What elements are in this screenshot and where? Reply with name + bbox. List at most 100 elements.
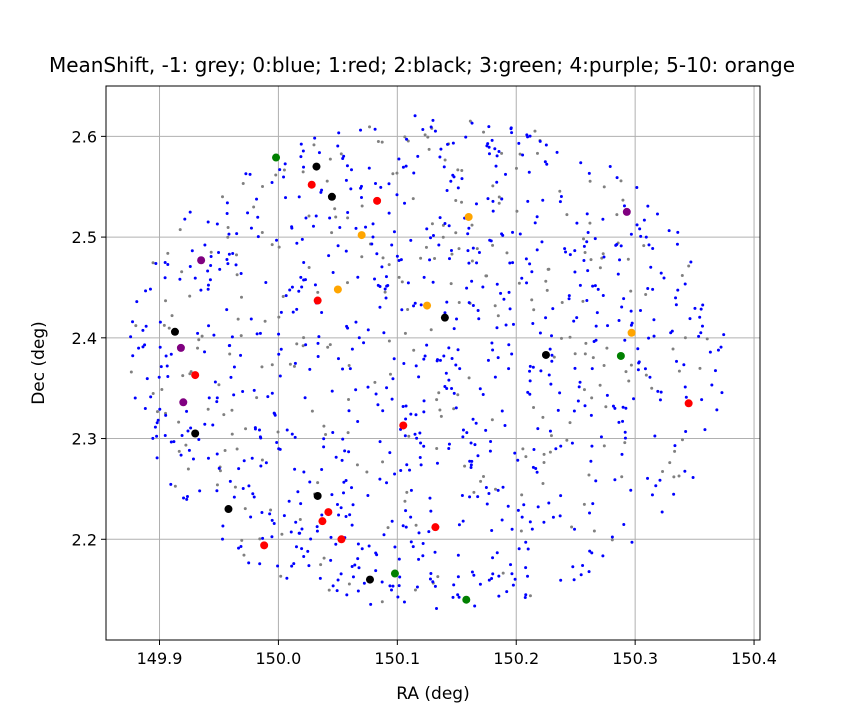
point-blue: [449, 248, 453, 252]
point-blue: [209, 255, 213, 259]
point-blue: [511, 230, 515, 234]
point-blue: [293, 467, 297, 471]
point-grey: [423, 133, 427, 137]
point-blue: [215, 452, 219, 456]
point-blue: [573, 249, 577, 253]
point-blue: [307, 564, 311, 568]
point-blue: [273, 412, 277, 416]
point-blue: [264, 280, 268, 284]
point-blue: [487, 578, 491, 582]
point-blue: [320, 311, 324, 315]
point-red: [191, 371, 200, 380]
point-blue: [618, 258, 622, 262]
point-blue: [277, 332, 281, 336]
point-blue: [347, 450, 351, 454]
point-blue: [382, 331, 386, 335]
point-blue: [605, 393, 609, 397]
point-blue: [239, 544, 243, 548]
point-blue: [458, 367, 462, 371]
point-grey: [518, 152, 522, 156]
point-blue: [674, 303, 678, 307]
point-grey: [457, 247, 461, 251]
point-grey: [493, 487, 497, 491]
point-grey: [277, 245, 281, 249]
point-grey: [334, 215, 338, 219]
point-blue: [528, 392, 532, 396]
point-blue: [279, 347, 283, 351]
point-blue: [615, 176, 619, 180]
point-blue: [520, 276, 524, 280]
point-blue: [447, 257, 451, 261]
point-blue: [169, 440, 173, 444]
point-grey: [436, 575, 440, 579]
point-blue: [316, 354, 320, 358]
point-grey: [170, 314, 174, 318]
point-blue: [197, 438, 201, 442]
point-grey: [457, 300, 461, 304]
point-grey: [405, 490, 409, 494]
point-blue: [456, 348, 460, 352]
point-grey: [222, 413, 226, 417]
point-blue: [495, 326, 499, 330]
point-blue: [507, 290, 511, 294]
point-blue: [156, 418, 160, 422]
point-blue: [495, 551, 499, 555]
point-blue: [456, 593, 460, 597]
series-purple: [176, 207, 631, 407]
point-blue: [215, 396, 219, 400]
point-blue: [354, 388, 358, 392]
point-blue: [437, 243, 441, 247]
point-blue: [300, 547, 304, 551]
point-blue: [376, 403, 380, 407]
point-blue: [413, 301, 417, 305]
point-blue: [398, 575, 402, 579]
point-blue: [544, 316, 548, 320]
point-blue: [344, 478, 348, 482]
point-blue: [206, 456, 210, 460]
point-grey: [661, 470, 665, 474]
point-blue: [438, 216, 442, 220]
point-grey: [583, 250, 587, 254]
point-grey: [241, 181, 245, 185]
point-blue: [455, 317, 459, 321]
point-blue: [237, 467, 241, 471]
point-blue: [225, 308, 229, 312]
point-grey: [505, 251, 509, 255]
point-blue: [513, 451, 517, 455]
point-blue: [256, 215, 260, 219]
point-blue: [387, 211, 391, 215]
point-grey: [548, 450, 552, 454]
point-blue: [313, 136, 317, 140]
point-blue: [376, 283, 380, 287]
point-blue: [336, 144, 340, 148]
point-grey: [429, 328, 433, 332]
point-blue: [428, 577, 432, 581]
point-blue: [438, 155, 442, 159]
point-grey: [217, 383, 221, 387]
point-grey: [223, 449, 227, 453]
point-blue: [613, 406, 617, 410]
point-blue: [309, 537, 313, 541]
point-blue: [347, 409, 351, 413]
point-grey: [443, 158, 447, 162]
point-grey: [583, 352, 587, 356]
point-blue: [285, 428, 289, 432]
point-grey: [386, 526, 390, 530]
point-blue: [570, 441, 574, 445]
point-grey: [307, 266, 311, 270]
point-blue: [297, 195, 301, 199]
point-blue: [651, 247, 655, 251]
point-blue: [517, 141, 521, 145]
point-grey: [166, 251, 170, 255]
point-grey: [456, 168, 460, 172]
point-blue: [620, 452, 624, 456]
point-red: [260, 541, 269, 550]
point-blue: [418, 455, 422, 459]
point-blue: [493, 147, 497, 151]
point-blue: [644, 235, 648, 239]
point-grey: [604, 405, 608, 409]
point-blue: [568, 253, 572, 257]
point-grey: [705, 337, 709, 341]
point-blue: [659, 390, 663, 394]
point-blue: [445, 386, 449, 390]
